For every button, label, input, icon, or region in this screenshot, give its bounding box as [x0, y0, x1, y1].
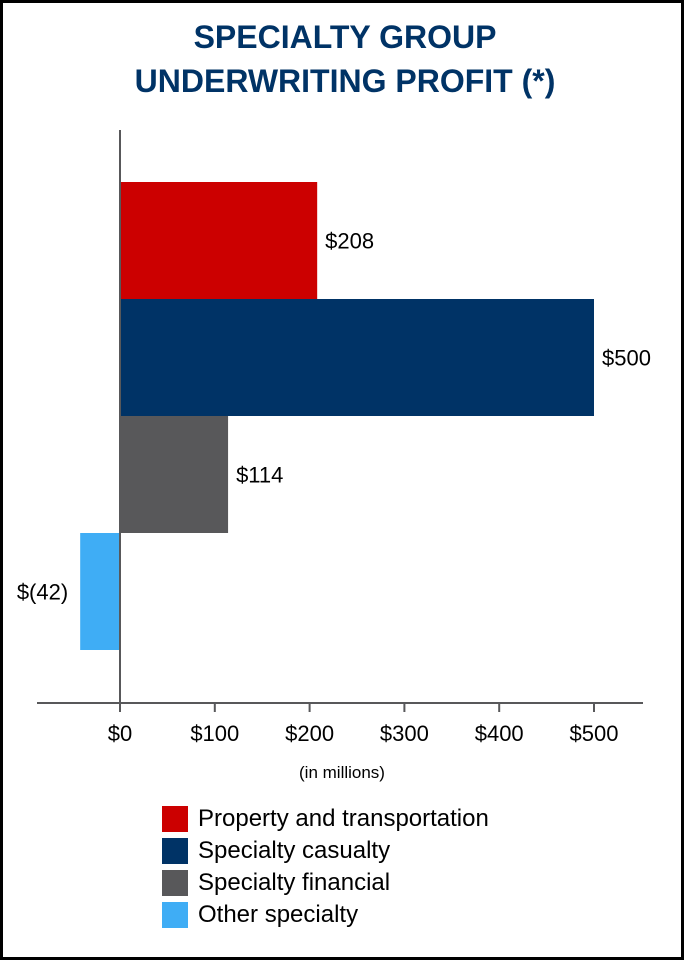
x-tick-label-3: $200 [285, 721, 334, 746]
bar-1 [120, 182, 318, 299]
bar-4 [80, 533, 120, 650]
chart-title: SPECIALTY GROUP UNDERWRITING PROFIT (*) [3, 15, 684, 103]
legend-label-3: Specialty financial [198, 869, 391, 896]
legend-label-1: Property and transportation [198, 805, 489, 832]
x-tick-label-2: $100 [190, 721, 239, 746]
legend: Property and transportation Specialty cas… [162, 803, 489, 931]
x-tick-label-1: $0 [108, 721, 132, 746]
legend-swatch-4 [162, 902, 188, 928]
legend-item-4: Other specialty [162, 899, 489, 931]
legend-item-3: Specialty financial [162, 867, 489, 899]
bar-value-label-4: $(42) [17, 580, 68, 605]
bar-2 [120, 299, 594, 416]
legend-item-1: Property and transportation [162, 803, 489, 835]
x-tick-label-4: $300 [380, 721, 429, 746]
bar-value-label-2: $500 [602, 346, 651, 371]
legend-label-2: Specialty casualty [198, 837, 391, 864]
bar-3 [120, 416, 229, 533]
bar-value-label-1: $208 [325, 229, 374, 254]
legend-swatch-2 [162, 838, 188, 864]
legend-item-2: Specialty casualty [162, 835, 489, 867]
x-tick-label-5: $400 [475, 721, 524, 746]
chart-title-line-1: SPECIALTY GROUP [193, 19, 497, 55]
chart-title-line-2: UNDERWRITING PROFIT (*) [134, 63, 556, 99]
legend-swatch-1 [162, 806, 188, 832]
x-axis-unit-label: (in millions) [299, 763, 385, 782]
bar-value-label-3: $114 [236, 463, 283, 488]
legend-swatch-3 [162, 870, 188, 896]
legend-label-4: Other specialty [198, 901, 359, 928]
x-tick-label-6: $500 [570, 721, 619, 746]
